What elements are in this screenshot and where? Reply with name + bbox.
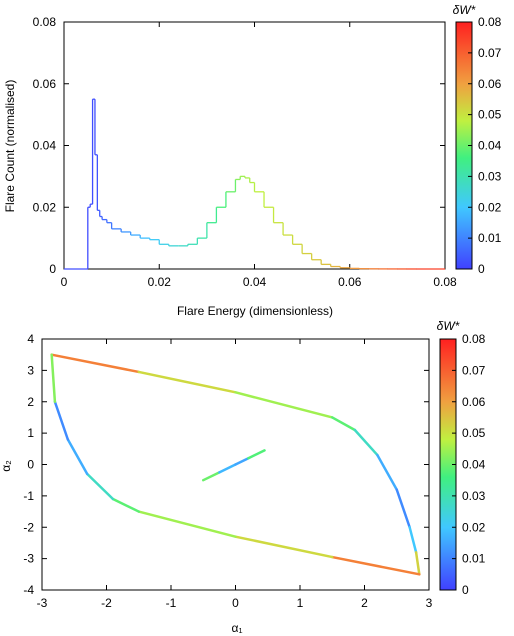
x-tick-label: 0.06 (338, 275, 362, 289)
loop-segment (331, 416, 357, 432)
colorbar-tick-label: 0.05 (462, 426, 486, 440)
loop-segment (414, 551, 421, 576)
colorbar-tick-label: 0.03 (478, 169, 502, 183)
chart-1: 0 0.02 0.04 0.06 0.08 0 0.02 0.04 0.06 0.08 Flar… (3, 3, 502, 318)
loop-segment (66, 438, 89, 476)
y-tick-label: 0.06 (33, 77, 57, 91)
x-tick-label: 2 (361, 596, 368, 610)
chart-1-y-axis-label: Flare Count (normalised) (3, 80, 17, 213)
loop-segment (234, 535, 334, 559)
loop-segment (331, 555, 421, 576)
x-tick-label: 0.04 (243, 275, 267, 289)
inner-segment (247, 449, 266, 460)
inner-segment (218, 463, 237, 474)
loop-segment (53, 400, 70, 441)
y-tick-label: 1 (27, 426, 34, 440)
loop-segment (376, 453, 398, 491)
chart-1-colorbar-ticks: 0 0.01 0.02 0.03 0.04 0.05 0.06 0.07 0.08 (468, 15, 502, 276)
colorbar-tick-label: 0.03 (462, 489, 486, 503)
loop-segment (353, 428, 379, 457)
colorbar-tick-label: 0.02 (478, 200, 502, 214)
y-tick-label: 0.04 (33, 139, 57, 153)
loop-segment (234, 391, 334, 419)
colorbar-tick-label: 0.02 (462, 520, 486, 534)
colorbar-tick-label: 0.01 (462, 552, 486, 566)
x-tick-label: -1 (166, 596, 177, 610)
loop-segment (408, 526, 418, 554)
colorbar-tick-label: 0.07 (478, 46, 502, 60)
loop-segment (85, 472, 115, 501)
inner-segment (234, 456, 250, 466)
y-tick-label: -3 (23, 552, 34, 566)
x-tick-label: -3 (37, 596, 48, 610)
colorbar-tick-label: 0.05 (478, 108, 502, 122)
chart-1-x-ticks: 0 0.02 0.04 0.06 0.08 (61, 22, 457, 289)
x-tick-label: 0 (232, 596, 239, 610)
x-tick-label: 0 (61, 275, 68, 289)
chart-1-colorbar-label: δW* (453, 3, 476, 17)
loop-segment (137, 510, 237, 538)
loop-segment (50, 353, 57, 403)
colorbar-tick-label: 0.04 (462, 458, 486, 472)
x-tick-label: 0.02 (148, 275, 172, 289)
chart-2-y-ticks: -4 -3 -2 -1 0 1 2 3 4 (23, 332, 429, 597)
y-tick-label: 0 (27, 458, 34, 472)
chart-2-y-axis-label: α₂ (0, 460, 13, 472)
colorbar-tick-label: 0.08 (462, 332, 486, 346)
chart-2-colorbar-label: δW* (437, 319, 460, 333)
x-tick-label: 1 (297, 596, 304, 610)
colorbar-tick-label: 0.06 (478, 77, 502, 91)
y-tick-label: 3 (27, 363, 34, 377)
chart-2-colorbar-ticks: 0 0.01 0.02 0.03 0.04 0.05 0.06 0.07 0.08 (452, 332, 486, 597)
chart-2-curves (50, 353, 421, 576)
chart-2-x-ticks: -3 -2 -1 0 1 2 3 (37, 339, 433, 610)
loop-segment (137, 370, 237, 394)
colorbar-tick-label: 0.08 (478, 15, 502, 29)
loop-segment (395, 488, 411, 529)
chart-1-histogram (64, 98, 445, 270)
y-tick-label: -2 (23, 520, 34, 534)
y-tick-label: 0.08 (33, 15, 57, 29)
colorbar-tick-label: 0.06 (462, 395, 486, 409)
colorbar-tick-label: 0 (478, 262, 485, 276)
y-tick-label: 0 (49, 262, 56, 276)
x-tick-label: 0.08 (433, 275, 457, 289)
inner-segment (202, 471, 221, 482)
x-tick-label: -2 (101, 596, 112, 610)
chart-2-x-axis-label: α₁ (232, 621, 243, 635)
loop-segment (111, 497, 140, 513)
loop-segment (50, 353, 140, 374)
colorbar-tick-label: 0.07 (462, 363, 486, 377)
colorbar-tick-label: 0 (462, 583, 469, 597)
y-tick-label: 4 (27, 332, 34, 346)
chart-1-x-axis-label: Flare Energy (dimensionless) (177, 304, 333, 318)
y-tick-label: -1 (23, 489, 34, 503)
colorbar-tick-label: 0.01 (478, 231, 502, 245)
colorbar-tick-label: 0.04 (478, 139, 502, 153)
y-tick-label: 0.02 (33, 200, 57, 214)
y-tick-label: 2 (27, 395, 34, 409)
y-tick-label: -4 (23, 583, 34, 597)
x-tick-label: 3 (426, 596, 433, 610)
